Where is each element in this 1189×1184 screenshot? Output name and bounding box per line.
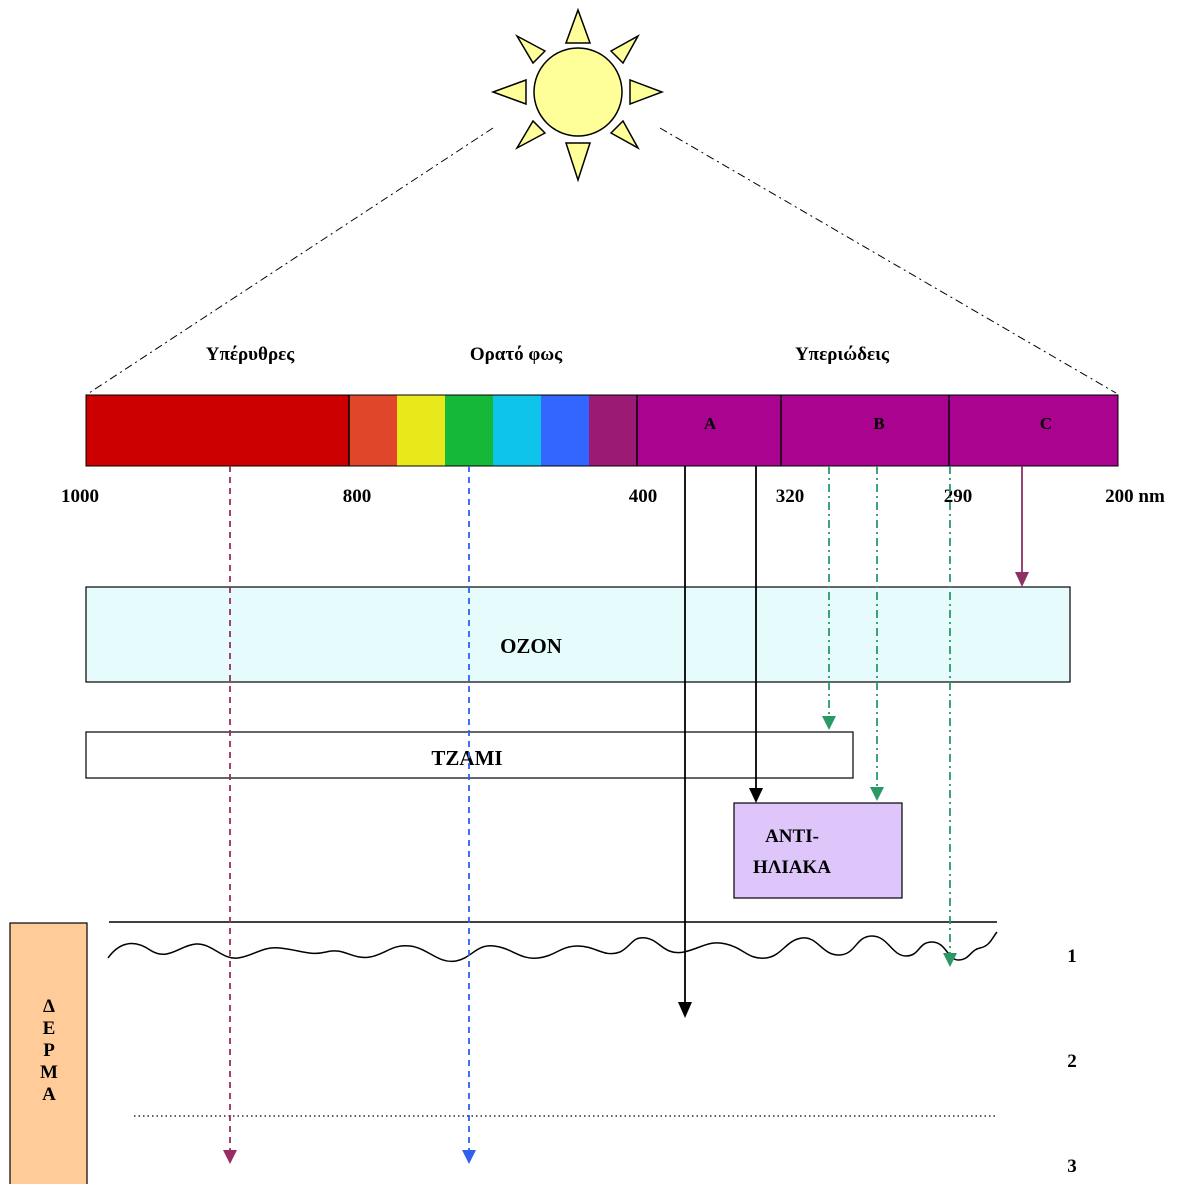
ozone-layer xyxy=(85,586,1071,683)
tick-800: 800 xyxy=(343,486,372,507)
orange-band xyxy=(349,395,397,466)
cyan-band xyxy=(493,395,541,466)
violet-band xyxy=(589,395,637,466)
sun-icon xyxy=(490,7,665,183)
skin-letter-4: Μ xyxy=(40,1062,58,1083)
uvb-arrowhead-sunscreen xyxy=(870,787,884,801)
infrared-label: Υπέρυθρες xyxy=(206,344,295,365)
yellow-band xyxy=(397,395,445,466)
uv-band xyxy=(637,395,1118,466)
uva-arrowhead-sunscreen xyxy=(749,788,763,803)
skin-letter-5: Α xyxy=(42,1084,56,1105)
tick-1000: 1000 xyxy=(61,486,99,507)
tick-200-nm: 200 nm xyxy=(1105,486,1165,507)
uva-label: A xyxy=(704,414,717,433)
uvb-arrowhead-glass xyxy=(822,716,836,730)
infrared-band xyxy=(86,395,349,466)
skin-layer-2: 2 xyxy=(1067,1051,1077,1072)
uva-arrowhead-skin xyxy=(678,1002,692,1018)
uvb-label: B xyxy=(873,414,884,433)
uvc-arrowhead-ozone xyxy=(1015,572,1029,587)
tick-290: 290 xyxy=(944,486,973,507)
sunscreen-label-line1: ΑΝΤΙ- xyxy=(765,826,819,847)
skin-letter-3: Ρ xyxy=(43,1040,55,1061)
glass-label: TZAMI xyxy=(431,746,502,770)
green-band xyxy=(445,395,493,466)
tick-400: 400 xyxy=(629,486,658,507)
sunscreen-label-line2: ΗΛΙΑΚΑ xyxy=(753,857,831,878)
ultraviolet-label: Υπεριώδεις xyxy=(795,344,890,365)
spectrum-bar xyxy=(85,394,1119,467)
skin-letter-1: Δ xyxy=(43,996,55,1017)
sunscreen-box xyxy=(733,802,903,899)
uvc-label: C xyxy=(1040,414,1052,433)
ozone-label: OZON xyxy=(500,634,562,658)
skin-layer-1: 1 xyxy=(1067,946,1077,967)
visible-light-label: Ορατό φως xyxy=(470,344,563,365)
infrared-arrowhead xyxy=(223,1150,237,1164)
uvb-arrowhead-skin xyxy=(943,953,957,967)
sun-ray-right xyxy=(659,127,1117,394)
skin-letter-2: Ε xyxy=(43,1018,56,1039)
visible-light-arrowhead xyxy=(462,1150,476,1164)
epidermis-wavy-line xyxy=(107,931,998,963)
blue-band xyxy=(541,395,589,466)
skin-label-box xyxy=(9,922,88,1184)
tick-320: 320 xyxy=(776,486,805,507)
skin-layer-3: 3 xyxy=(1067,1156,1077,1177)
